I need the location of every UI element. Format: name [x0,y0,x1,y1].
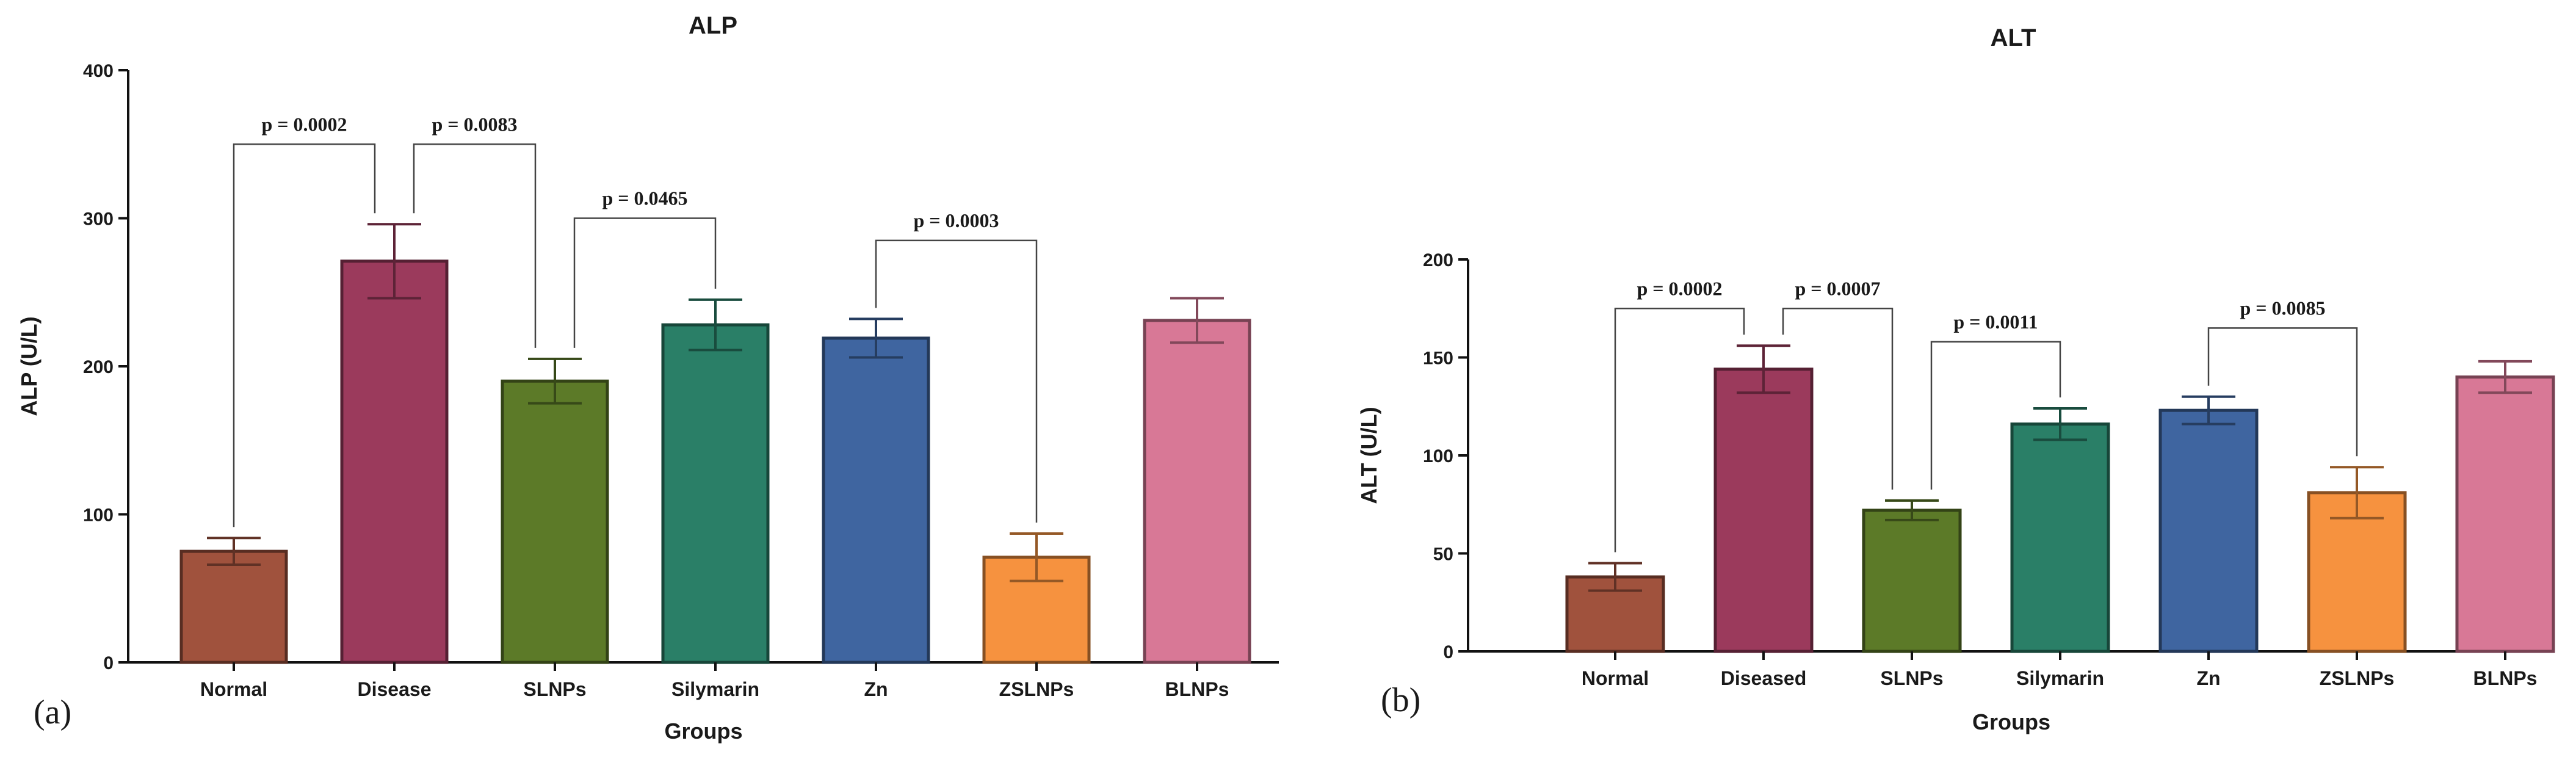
significance-bracket [2207,327,2358,457]
x-tick-label: SLNPs [1880,667,1943,689]
significance-bracket [413,143,537,348]
p-value-label: p = 0.0083 [432,113,517,135]
x-tick-label: BLNPs [1165,678,1229,700]
x-axis-label: Groups [1972,709,2050,734]
y-tick-label: 100 [83,505,114,526]
bar-silymarin [661,323,770,664]
bar-disease [340,259,449,664]
x-tick-label: Normal [1582,667,1649,689]
x-tick-label: Silymarin [671,678,759,700]
x-tick-label: ZSLNPs [999,678,1074,700]
y-tick-label: 0 [103,653,114,673]
y-axis-label: ALP (U/L) [16,316,42,416]
bar-silymarin [2010,422,2110,653]
y-tick-label: 200 [83,357,114,377]
p-value-label: p = 0.0002 [261,113,347,135]
y-tick-label: 200 [1423,250,1453,270]
x-tick-label: Silymarin [2016,667,2104,689]
x-tick-label: SLNPs [523,678,586,700]
x-tick-label: Zn [864,678,888,700]
significance-bracket [875,239,1038,523]
bar-slnps [501,379,609,664]
p-value-label: p = 0.0003 [913,209,999,231]
p-value-label: p = 0.0465 [602,187,687,209]
y-tick-label: 50 [1433,545,1453,565]
x-tick-label: Zn [2196,667,2220,689]
x-axis-label: Groups [664,719,742,744]
chart-title: ALT [1991,24,2036,51]
chart-panel-alt: ALT 0 50 100 150 200 ALT (U/L) Groups (b) Normal D… [1356,24,2555,734]
y-tick-label: 150 [1423,349,1453,369]
y-tick-label: 0 [1443,642,1453,662]
chart-title: ALP [689,12,737,39]
significance-bracket [573,217,717,348]
p-value-label: p = 0.0007 [1795,277,1880,299]
bar-zn [2158,408,2259,653]
significance-bracket [1930,341,2061,490]
p-value-label: p = 0.0085 [2240,297,2325,319]
y-tick-label: 400 [83,61,114,81]
y-axis-label: ALT (U/L) [1356,407,1381,504]
bar-zn [822,336,930,664]
bar-slnps [1862,509,1962,653]
x-tick-label: BLNPs [2473,667,2538,689]
x-tick-label: Disease [358,678,432,700]
significance-bracket [233,143,376,527]
bar-normal [179,549,288,664]
x-tick-label: ZSLNPs [2320,667,2395,689]
x-tick-label: Normal [200,678,267,700]
x-tick-label: Diseased [1721,667,1807,689]
panel-label: (b) [1381,681,1420,719]
y-tick-label: 300 [83,209,114,230]
chart-panel-alp: ALP 0 100 200 300 400 ALP (U/L) Groups (a) Normal… [16,12,1279,744]
p-value-label: p = 0.0002 [1637,277,1722,299]
significance-bracket [1614,308,1745,552]
bar-blnps [2455,375,2555,653]
panel-label: (a) [34,694,71,731]
bar-diseased [1713,368,1814,653]
p-value-label: p = 0.0011 [1953,311,2038,333]
y-tick-label: 100 [1423,446,1453,466]
significance-bracket [1782,308,1894,490]
bar-blnps [1143,319,1251,664]
